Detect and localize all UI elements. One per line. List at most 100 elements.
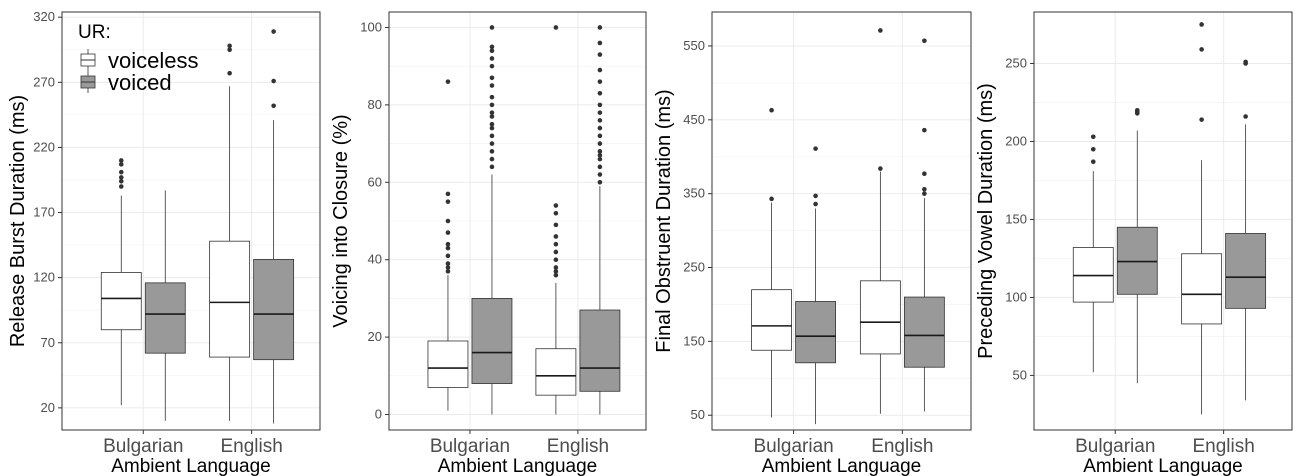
outlier-point <box>597 172 603 177</box>
box-iqr <box>751 289 792 351</box>
outlier-point <box>1090 159 1096 165</box>
y-tick-label: 150 <box>683 333 705 348</box>
box-voiceless-english <box>535 25 577 415</box>
outlier-point <box>118 178 124 184</box>
box-voiceless-bulgarian <box>100 158 142 406</box>
outlier-point <box>813 146 818 151</box>
panel-3: 50 150 250 350 450 550 Bulgarian EnglishAmbient… <box>653 11 972 476</box>
box-iqr <box>859 280 901 355</box>
box-voiced-bulgarian <box>144 190 186 421</box>
outlier-point <box>597 149 603 154</box>
outlier-point <box>445 199 451 204</box>
outlier-point <box>489 44 495 50</box>
outlier-point <box>553 265 559 270</box>
outlier-point <box>489 102 495 108</box>
outlier-point <box>445 261 451 266</box>
outlier-point <box>813 193 818 199</box>
outlier-point <box>878 166 883 171</box>
x-tick-label: Bulgarian <box>103 436 183 457</box>
legend-label: voiced <box>108 70 172 95</box>
outlier-point <box>878 28 883 33</box>
x-tick-label: English <box>547 436 609 457</box>
outlier-point <box>597 141 603 146</box>
box-voiceless-bulgarian <box>751 107 792 418</box>
outlier-point <box>1090 134 1096 140</box>
x-axis-label: Ambient Language <box>762 456 922 476</box>
y-tick-label: 450 <box>683 112 705 127</box>
outlier-point <box>489 121 495 127</box>
outlier-point <box>489 83 495 88</box>
outlier-point <box>1199 47 1204 52</box>
y-tick-label: 120 <box>33 270 55 285</box>
outlier-point <box>553 234 559 239</box>
outlier-point <box>1243 59 1248 65</box>
x-axis-label: Ambient Language <box>111 456 271 476</box>
outlier-point <box>597 110 603 115</box>
outlier-point <box>597 118 603 123</box>
box-iqr <box>903 296 945 368</box>
box-voiceless-english <box>859 28 901 414</box>
box-iqr <box>579 309 621 392</box>
box-voiced-english <box>579 25 621 415</box>
outlier-point <box>489 75 495 81</box>
panel-border <box>1033 11 1293 431</box>
box-voiced-english <box>1225 59 1267 401</box>
y-tick-label: 40 <box>368 252 382 267</box>
outlier-point <box>922 127 927 133</box>
outlier-point <box>1243 114 1248 119</box>
legend-title: UR: <box>78 22 111 43</box>
outlier-point <box>553 210 559 216</box>
y-axis-label: Voicing into Closure (%) <box>330 114 352 327</box>
y-tick-label: 250 <box>1005 55 1027 70</box>
outlier-point <box>118 184 124 189</box>
y-tick-label: 50 <box>691 407 705 422</box>
box-voiceless-bulgarian <box>427 79 469 411</box>
box-voiced-bulgarian <box>1116 107 1158 384</box>
outlier-point <box>489 63 495 69</box>
outlier-point <box>445 253 451 259</box>
outlier-point <box>445 269 451 274</box>
y-tick-label: 250 <box>683 260 705 275</box>
box-iqr <box>100 272 142 331</box>
outlier-point <box>489 149 495 154</box>
outlier-point <box>597 40 603 46</box>
outlier-point <box>489 94 495 100</box>
y-tick-label: 270 <box>33 74 55 89</box>
outlier-point <box>271 29 276 34</box>
legend-key-voiceless <box>80 49 96 71</box>
outlier-point <box>227 70 232 76</box>
outlier-point <box>118 175 124 180</box>
outlier-point <box>489 125 495 131</box>
box-voiceless-english <box>209 43 251 421</box>
y-tick-label: 170 <box>33 205 55 220</box>
outlier-point <box>271 103 276 109</box>
y-axis-label: Release Burst Duration (ms) <box>7 95 29 347</box>
outlier-point <box>118 158 124 163</box>
outlier-point <box>489 164 495 170</box>
outlier-point <box>445 218 451 224</box>
y-tick-label: 320 <box>33 9 55 24</box>
legend-label: voiceless <box>108 48 198 73</box>
y-axis-label: Final Obstruent Duration (ms) <box>653 89 675 352</box>
y-tick-label: 20 <box>368 329 382 344</box>
panel-border <box>388 11 647 431</box>
box-iqr <box>1181 253 1223 325</box>
outlier-point <box>1199 22 1204 27</box>
outlier-point <box>553 25 559 30</box>
y-tick-label: 200 <box>1005 133 1027 148</box>
x-tick-label: English <box>1192 436 1254 457</box>
y-tick-label: 350 <box>683 186 705 201</box>
outlier-point <box>922 191 927 196</box>
outlier-point <box>489 110 495 115</box>
outlier-point <box>227 47 232 53</box>
panel-border <box>61 11 321 431</box>
outlier-point <box>597 25 603 30</box>
x-tick-label: English <box>871 436 933 457</box>
y-tick-label: 70 <box>41 335 55 350</box>
box-voiced-bulgarian <box>795 146 836 425</box>
x-tick-label: Bulgarian <box>1075 436 1155 457</box>
outlier-point <box>597 164 603 170</box>
outlier-point <box>597 102 603 108</box>
